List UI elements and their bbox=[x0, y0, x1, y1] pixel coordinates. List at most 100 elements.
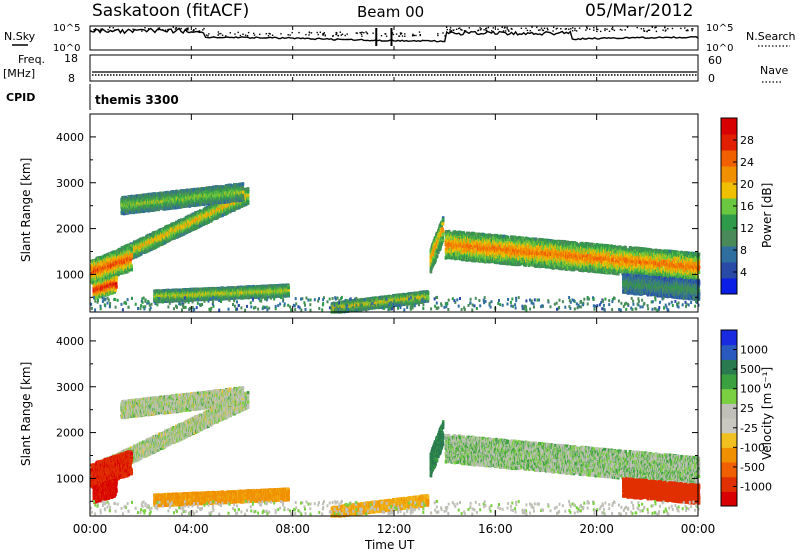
nsearch-dot bbox=[386, 36, 387, 37]
nsearch-dot bbox=[242, 34, 243, 35]
nsky-label: N.Sky bbox=[4, 30, 36, 43]
nsearch-dot bbox=[511, 28, 512, 29]
nsearch-dot bbox=[627, 27, 628, 28]
nsearch-dot bbox=[266, 33, 267, 34]
nsearch-dot bbox=[687, 30, 688, 31]
nsearch-dot bbox=[604, 28, 605, 29]
nsearch-dot bbox=[667, 28, 668, 29]
freq-tick-bottom: 8 bbox=[68, 72, 75, 85]
nave-tick-bottom: 0 bbox=[708, 72, 715, 85]
nsearch-dot bbox=[447, 29, 448, 30]
nsearch-dot bbox=[234, 33, 235, 34]
nsearch-dot bbox=[93, 29, 94, 30]
nsearch-dot bbox=[202, 29, 203, 30]
nsearch-dot bbox=[593, 27, 594, 28]
nsearch-dot bbox=[259, 34, 260, 35]
nsearch-dot bbox=[560, 28, 561, 29]
nsearch-dot bbox=[491, 30, 492, 31]
nsearch-dot bbox=[207, 35, 208, 36]
nsearch-dot bbox=[268, 35, 269, 36]
radar-figure: Saskatoon (fitACF) Beam 00 05/Mar/2012 N… bbox=[0, 0, 800, 554]
freq-unit: [MHz] bbox=[3, 67, 35, 80]
nsearch-dot bbox=[158, 28, 159, 29]
freq-label: Freq. bbox=[18, 53, 45, 66]
nsearch-dot bbox=[288, 34, 289, 35]
nsearch-dot bbox=[643, 28, 644, 29]
nsearch-dot bbox=[504, 27, 505, 28]
nsearch-dot bbox=[361, 34, 362, 35]
nsearch-dot bbox=[684, 27, 685, 28]
nsearch-dot bbox=[444, 35, 445, 36]
nsearch-dot bbox=[625, 29, 626, 30]
nsearch-dot bbox=[614, 30, 615, 31]
nsearch-dot bbox=[437, 33, 438, 34]
nsearch-dot bbox=[456, 29, 457, 30]
nsearch-dot bbox=[144, 27, 145, 28]
nsearch-dot bbox=[318, 34, 319, 35]
nsearch-dot bbox=[596, 31, 597, 32]
nsearch-dot bbox=[621, 29, 622, 30]
nsearch-dot bbox=[270, 33, 271, 34]
nsearch-dot bbox=[479, 27, 480, 28]
nsearch-dot bbox=[593, 30, 594, 31]
nsearch-dot bbox=[95, 28, 96, 29]
noise-tick-top-right: 10^5 bbox=[706, 23, 733, 34]
nsearch-dot bbox=[111, 30, 112, 31]
nsearch-dot bbox=[253, 33, 254, 34]
nsearch-dot bbox=[449, 29, 450, 30]
nsearch-dot bbox=[586, 27, 587, 28]
nsearch-dot bbox=[396, 33, 397, 34]
nsearch-dot bbox=[311, 32, 312, 33]
nsearch-dot bbox=[652, 27, 653, 28]
nsearch-dot bbox=[606, 29, 607, 30]
nsearch-dot bbox=[505, 30, 506, 31]
nsearch-dot bbox=[538, 30, 539, 31]
nsearch-dot bbox=[585, 29, 586, 30]
nsearch-dot bbox=[372, 33, 373, 34]
nsearch-dot bbox=[292, 32, 293, 33]
nsearch-dot bbox=[181, 28, 182, 29]
nsearch-dot bbox=[206, 34, 207, 35]
nsearch-dot bbox=[309, 32, 310, 33]
nsearch-dot bbox=[648, 30, 649, 31]
nsearch-dot bbox=[167, 29, 168, 30]
nsearch-dot bbox=[579, 27, 580, 28]
nsearch-dot bbox=[341, 34, 342, 35]
nsearch-dot bbox=[597, 29, 598, 30]
nsearch-dot bbox=[665, 30, 666, 31]
nsearch-dot bbox=[536, 27, 537, 28]
nave-label: Nave bbox=[760, 64, 788, 77]
nsearch-dot bbox=[109, 27, 110, 28]
nsearch-dot bbox=[347, 33, 348, 34]
nsearch-dot bbox=[412, 34, 413, 35]
nsearch-dot bbox=[363, 32, 364, 33]
nsearch-dot bbox=[507, 28, 508, 29]
nsearch-dot bbox=[225, 35, 226, 36]
nsearch-dot bbox=[544, 28, 545, 29]
nsearch-dot bbox=[497, 29, 498, 30]
nsearch-dot bbox=[609, 31, 610, 32]
nsearch-dot bbox=[360, 32, 361, 33]
nsearch-dot bbox=[208, 33, 209, 34]
nsearch-dot bbox=[361, 36, 362, 37]
nsearch-dot bbox=[506, 27, 507, 28]
nsearch-dot bbox=[114, 29, 115, 30]
nsearch-dot bbox=[686, 30, 687, 31]
nsearch-dot bbox=[322, 34, 323, 35]
nsearch-dot bbox=[100, 28, 101, 29]
nsearch-dot bbox=[547, 28, 548, 29]
cpid-label: CPID bbox=[6, 91, 35, 104]
nsearch-dot bbox=[336, 32, 337, 33]
nsearch-dot bbox=[442, 32, 443, 33]
nsearch-dot bbox=[247, 35, 248, 36]
nsearch-dot bbox=[361, 32, 362, 33]
nsearch-dot bbox=[419, 31, 420, 32]
nsearch-dot bbox=[508, 29, 509, 30]
nsearch-dot bbox=[437, 35, 438, 36]
noise-panel: N.Sky 10^5 10^0 10^5 10^0 N.Search bbox=[4, 23, 796, 54]
nsearch-dot bbox=[649, 30, 650, 31]
nsearch-dot bbox=[692, 30, 693, 31]
nsearch-label: N.Search bbox=[746, 30, 796, 43]
nsearch-dot bbox=[461, 29, 462, 30]
nsearch-dot bbox=[672, 28, 673, 29]
